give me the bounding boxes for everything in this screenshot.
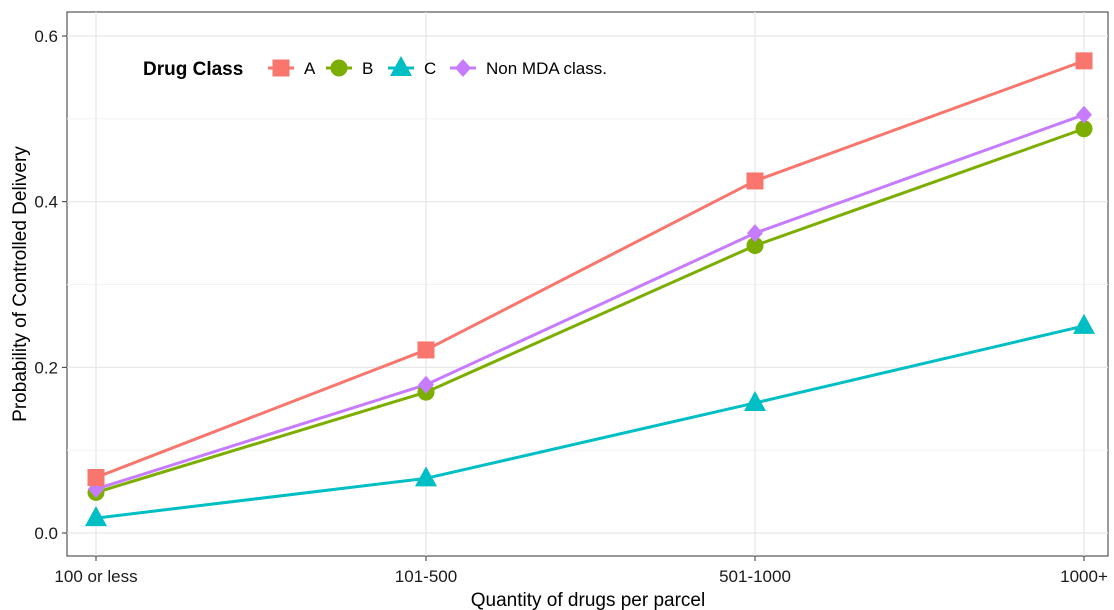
series-line-square: [95, 59, 1085, 479]
y-axis: 0.0 0.2 0.4 0.6: [34, 27, 67, 543]
data-point-diamond: [747, 224, 763, 243]
x-axis-title: Quantity of drugs per parcel: [471, 590, 705, 610]
legend-label: C: [424, 59, 436, 78]
data-point-diamond: [418, 375, 434, 394]
series-markers: [85, 52, 1095, 527]
x-tick-label: 501-1000: [719, 567, 791, 586]
data-point-triangle: [415, 466, 437, 487]
grid-lines: [67, 12, 1108, 556]
y-tick-label: 0.4: [34, 193, 58, 212]
legend-key-square: [272, 59, 290, 77]
data-point-square: [746, 172, 764, 190]
series-line-triangle: [95, 324, 1085, 520]
series-line-diamond: [95, 113, 1085, 491]
legend-key-diamond: [455, 59, 471, 77]
data-point-square: [417, 341, 435, 359]
data-point-circle: [1075, 120, 1093, 138]
data-point-square: [87, 469, 105, 487]
legend-label: A: [304, 59, 316, 78]
x-tick-label: 100 or less: [54, 567, 137, 586]
data-point-triangle: [744, 390, 766, 411]
y-tick-label: 0.0: [34, 524, 58, 543]
data-point-square: [1075, 52, 1093, 70]
y-tick-label: 0.2: [34, 358, 58, 377]
data-point-triangle: [1073, 313, 1095, 334]
x-axis: 100 or less 101-500 501-1000 1000+: [54, 556, 1108, 586]
legend-label: Non MDA class.: [486, 59, 607, 78]
series-lines: [95, 59, 1085, 520]
y-axis-title: Probability of Controlled Delivery: [10, 146, 31, 422]
x-tick-label: 1000+: [1060, 567, 1108, 586]
legend-title: Drug Class: [143, 59, 243, 80]
legend-key-circle: [330, 59, 348, 77]
legend-label: B: [362, 59, 373, 78]
legend-key-triangle: [390, 56, 412, 76]
data-point-triangle: [85, 506, 107, 527]
data-point-diamond: [1076, 105, 1092, 124]
data-point-circle: [746, 237, 764, 255]
series-line-circle: [95, 127, 1085, 494]
y-tick-label: 0.6: [34, 27, 58, 46]
x-tick-label: 101-500: [395, 567, 457, 586]
legend: Drug Class A B C Non MDA class.: [143, 56, 607, 80]
